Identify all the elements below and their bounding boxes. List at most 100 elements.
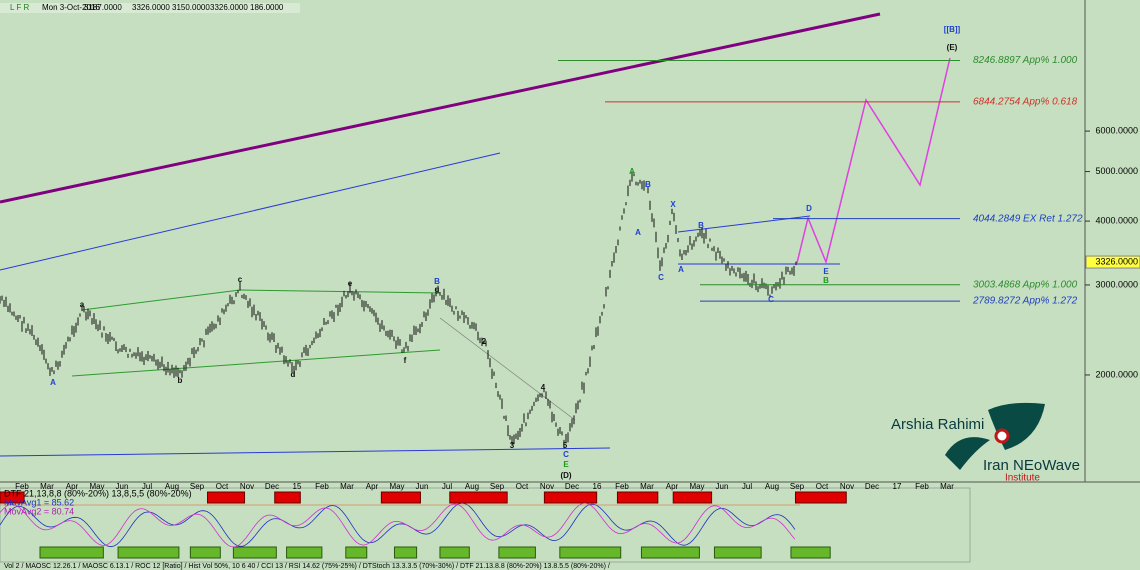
level-label: 8246.8897 App% 1.000 <box>973 55 1078 66</box>
x-tick-label: Jul <box>742 482 752 491</box>
signal-block <box>559 546 622 559</box>
signal-block <box>207 491 246 504</box>
x-tick-label: May <box>689 482 704 491</box>
signal-block <box>232 546 277 559</box>
wave-label: C <box>658 273 664 282</box>
level-label: 3003.4868 App% 1.000 <box>973 279 1078 290</box>
x-tick-label: Apr <box>66 482 79 491</box>
header-item: Mon 3-Oct-2016 <box>42 3 100 12</box>
x-tick-label: Jul <box>442 482 452 491</box>
signal-block <box>117 546 180 559</box>
x-tick-label: Feb <box>315 482 329 491</box>
x-tick-label: Jun <box>416 482 429 491</box>
wave-label: A <box>629 167 635 176</box>
signal-block <box>640 546 700 559</box>
x-tick-label: Oct <box>816 482 829 491</box>
indicator-title: DTF 21,13,8,8 (80%-20%) 13,8,5,5 (80%-20… <box>4 488 192 498</box>
y-tick-label: 6000.0000 <box>1095 125 1138 135</box>
wave-label: E <box>563 460 569 469</box>
signal-block <box>189 546 221 559</box>
header-item: 3326.0000 <box>132 3 170 12</box>
trend-line <box>439 317 576 421</box>
wave-label: (E) <box>947 43 958 52</box>
x-tick-label: Aug <box>165 482 179 491</box>
y-tick-label: 2000.0000 <box>1095 369 1138 379</box>
x-tick-label: 15 <box>293 482 302 491</box>
wave-label: c <box>238 275 243 284</box>
channel-line <box>0 447 611 457</box>
level-label: 6844.2754 App% 0.618 <box>973 97 1078 108</box>
triangle-line <box>81 289 241 311</box>
x-tick-label: Jul <box>142 482 152 491</box>
wave-label: 2 <box>482 337 487 346</box>
wave-label: B <box>434 277 440 286</box>
signal-block <box>498 546 536 559</box>
channel-line <box>0 152 501 271</box>
signal-block <box>0 491 25 504</box>
wave-label: [[B]] <box>944 25 961 34</box>
x-tick-label: Mar <box>640 482 654 491</box>
oscillator-line <box>0 502 796 548</box>
signal-block <box>345 546 368 559</box>
signal-block <box>286 546 323 559</box>
logo-brand: Iran NEoWave <box>983 457 1080 474</box>
wave-label: D <box>806 204 812 213</box>
x-tick-label: 16 <box>593 482 602 491</box>
header-bar <box>0 3 300 13</box>
x-tick-label: Oct <box>516 482 529 491</box>
logo-shape <box>945 437 990 470</box>
wave-label: A <box>678 265 684 274</box>
x-tick-label: Sep <box>190 482 205 491</box>
x-tick-label: Sep <box>490 482 505 491</box>
projection-path <box>796 57 951 265</box>
x-tick-label: Apr <box>366 482 379 491</box>
header-item: 3150.0000 <box>172 3 210 12</box>
triangle-line <box>71 349 441 377</box>
wave-label: C <box>768 295 774 304</box>
logo-sub: Institute <box>1005 473 1040 484</box>
x-tick-label: Apr <box>666 482 679 491</box>
wave-label: B <box>645 180 651 189</box>
signal-block <box>274 491 301 504</box>
x-tick-label: Feb <box>915 482 929 491</box>
wave-label: X <box>670 200 676 209</box>
x-tick-label: Feb <box>15 482 29 491</box>
x-tick-label: 17 <box>893 482 902 491</box>
signal-block <box>794 491 847 504</box>
oscillator-line <box>0 502 796 548</box>
signal-block <box>393 546 418 559</box>
wave-label: A <box>635 228 641 237</box>
wave-label: (D) <box>560 471 571 480</box>
indicator-ma2: MovAvg2 = 80.74 <box>4 506 74 516</box>
header-icons: L F R <box>10 3 29 12</box>
wave-label: a <box>80 300 85 309</box>
header-item: 3326.0000 <box>210 3 248 12</box>
wave-label: g <box>435 285 440 294</box>
signal-block <box>672 491 713 504</box>
signal-block <box>543 491 598 504</box>
y-tick-label: 5000.0000 <box>1095 166 1138 176</box>
wave-label: C <box>563 450 569 459</box>
x-tick-label: Oct <box>216 482 229 491</box>
x-tick-label: Jun <box>116 482 129 491</box>
signal-block <box>39 546 104 559</box>
x-tick-label: Dec <box>865 482 879 491</box>
header-item: 186.0000 <box>250 3 284 12</box>
x-tick-label: Mar <box>340 482 354 491</box>
signal-block <box>380 491 421 504</box>
wave-label: f <box>404 356 407 365</box>
x-tick-label: Mar <box>940 482 954 491</box>
signal-block <box>616 491 659 504</box>
x-tick-label: Mar <box>40 482 54 491</box>
logo-name: Arshia Rahimi <box>891 416 984 433</box>
channel-line <box>0 12 881 204</box>
signal-block <box>790 546 831 559</box>
x-tick-label: Aug <box>765 482 779 491</box>
wave-label: B <box>823 276 829 285</box>
signal-block <box>713 546 762 559</box>
header-item: 3187.0000 <box>84 3 122 12</box>
price-bars <box>0 171 797 449</box>
x-tick-label: Feb <box>615 482 629 491</box>
last-price-label: 3326.0000 <box>1095 256 1138 266</box>
